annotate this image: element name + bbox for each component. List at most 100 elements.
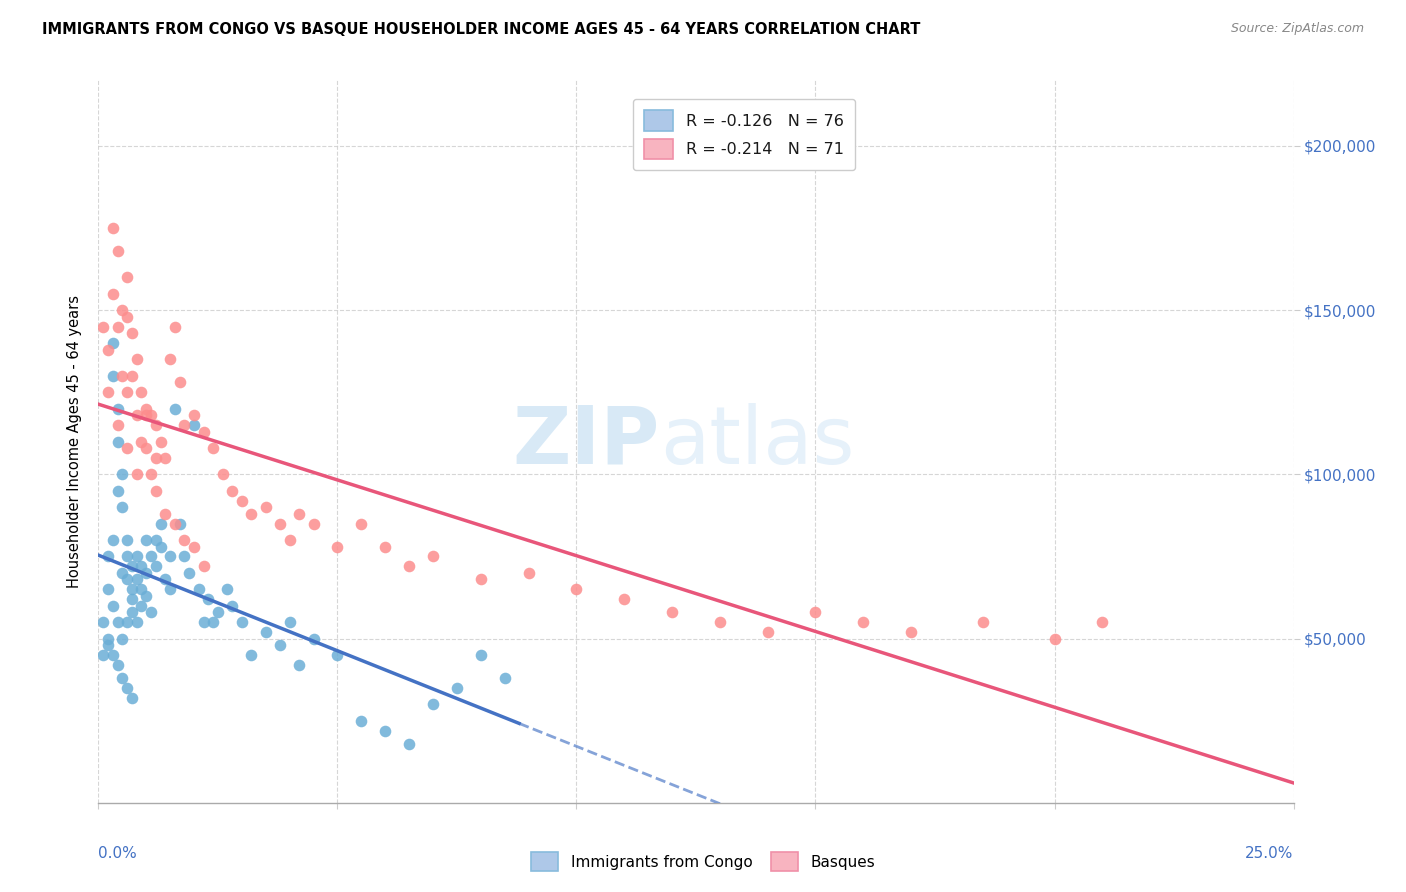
- Point: [173, 549, 195, 564]
- Point: [125, 615, 148, 630]
- Point: [231, 493, 253, 508]
- Point: [302, 516, 325, 531]
- Point: [131, 599, 153, 613]
- Point: [240, 648, 263, 662]
- Point: [159, 549, 181, 564]
- Point: [187, 582, 209, 597]
- Point: [183, 540, 205, 554]
- Point: [155, 507, 177, 521]
- Point: [91, 615, 114, 630]
- Point: [278, 615, 301, 630]
- Point: [288, 657, 311, 672]
- Point: [107, 244, 129, 258]
- Point: [240, 507, 263, 521]
- Point: [422, 549, 444, 564]
- Point: [101, 286, 124, 301]
- Point: [121, 559, 143, 574]
- Point: [121, 605, 143, 619]
- Point: [115, 270, 138, 285]
- Point: [159, 582, 181, 597]
- Text: Source: ZipAtlas.com: Source: ZipAtlas.com: [1230, 22, 1364, 36]
- Point: [155, 573, 177, 587]
- Legend: Immigrants from Congo, Basques: Immigrants from Congo, Basques: [524, 847, 882, 877]
- Point: [183, 409, 205, 423]
- Point: [159, 352, 181, 367]
- Text: ZIP: ZIP: [513, 402, 661, 481]
- Point: [101, 221, 124, 235]
- Text: atlas: atlas: [661, 402, 855, 481]
- Point: [326, 540, 349, 554]
- Point: [139, 409, 162, 423]
- Point: [115, 441, 138, 455]
- Point: [115, 549, 138, 564]
- Point: [145, 483, 167, 498]
- Point: [131, 385, 153, 400]
- Point: [101, 648, 124, 662]
- Point: [149, 434, 172, 449]
- Point: [139, 467, 162, 482]
- Point: [278, 533, 301, 547]
- Point: [121, 326, 143, 341]
- Point: [111, 566, 134, 580]
- Point: [111, 467, 134, 482]
- Point: [269, 638, 291, 652]
- Point: [202, 615, 225, 630]
- Point: [111, 303, 134, 318]
- Point: [221, 483, 243, 498]
- Point: [131, 559, 153, 574]
- Point: [494, 671, 516, 685]
- Point: [211, 467, 233, 482]
- Point: [121, 690, 143, 705]
- Point: [613, 592, 636, 607]
- Point: [107, 401, 129, 416]
- Point: [350, 714, 373, 728]
- Text: 0.0%: 0.0%: [98, 847, 138, 861]
- Point: [97, 582, 120, 597]
- Point: [183, 418, 205, 433]
- Point: [115, 615, 138, 630]
- Point: [125, 573, 148, 587]
- Point: [125, 409, 148, 423]
- Point: [852, 615, 875, 630]
- Point: [1043, 632, 1066, 646]
- Point: [107, 657, 129, 672]
- Point: [470, 573, 492, 587]
- Point: [97, 549, 120, 564]
- Point: [107, 418, 129, 433]
- Point: [97, 638, 120, 652]
- Point: [135, 533, 157, 547]
- Point: [107, 319, 129, 334]
- Point: [193, 615, 215, 630]
- Point: [135, 441, 157, 455]
- Point: [145, 418, 167, 433]
- Point: [446, 681, 468, 695]
- Y-axis label: Householder Income Ages 45 - 64 years: Householder Income Ages 45 - 64 years: [66, 295, 82, 588]
- Point: [149, 516, 172, 531]
- Point: [804, 605, 827, 619]
- Text: IMMIGRANTS FROM CONGO VS BASQUE HOUSEHOLDER INCOME AGES 45 - 64 YEARS CORRELATIO: IMMIGRANTS FROM CONGO VS BASQUE HOUSEHOL…: [42, 22, 921, 37]
- Point: [254, 500, 277, 515]
- Point: [374, 723, 396, 738]
- Point: [101, 336, 124, 351]
- Point: [972, 615, 994, 630]
- Point: [135, 589, 157, 603]
- Point: [111, 632, 134, 646]
- Point: [179, 566, 201, 580]
- Point: [173, 418, 195, 433]
- Point: [1091, 615, 1114, 630]
- Point: [269, 516, 291, 531]
- Point: [107, 434, 129, 449]
- Point: [565, 582, 588, 597]
- Point: [302, 632, 325, 646]
- Point: [125, 549, 148, 564]
- Point: [254, 625, 277, 640]
- Point: [398, 737, 420, 751]
- Point: [169, 516, 191, 531]
- Point: [121, 368, 143, 383]
- Point: [145, 533, 167, 547]
- Point: [111, 500, 134, 515]
- Point: [422, 698, 444, 712]
- Point: [661, 605, 683, 619]
- Point: [326, 648, 349, 662]
- Point: [350, 516, 373, 531]
